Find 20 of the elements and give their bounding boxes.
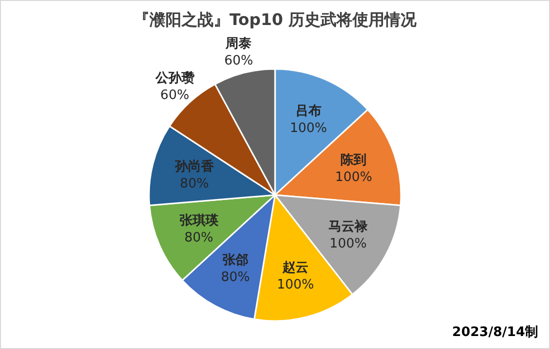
slice-label: 公孙瓒 (154, 71, 196, 86)
slice-label: 孙尚香 (174, 158, 215, 175)
data-label: 100% (276, 278, 314, 293)
data-label: 80% (184, 230, 214, 246)
text: 2023/8/14制 (452, 325, 538, 340)
slice-label: 陈到 (340, 153, 367, 168)
slice-label: 周泰 (224, 36, 252, 52)
data-label: 80% (220, 270, 250, 286)
slice-label: 马云禄 (328, 218, 369, 235)
data-label: 60% (160, 88, 190, 104)
data-label: 60% (224, 54, 254, 69)
chart-title: 『濮阳之战』Top10 历史武将使用情况 (133, 10, 418, 29)
slice-label: 张琪瑛 (179, 213, 220, 228)
data-label: 100% (290, 120, 327, 136)
slice-label: 张郃 (222, 253, 248, 268)
data-label: 80% (180, 176, 209, 192)
slice-label: 吕布 (295, 104, 322, 119)
data-label: 100% (330, 236, 367, 252)
slice-label: 赵云 (281, 260, 308, 276)
data-label: 100% (335, 170, 372, 185)
